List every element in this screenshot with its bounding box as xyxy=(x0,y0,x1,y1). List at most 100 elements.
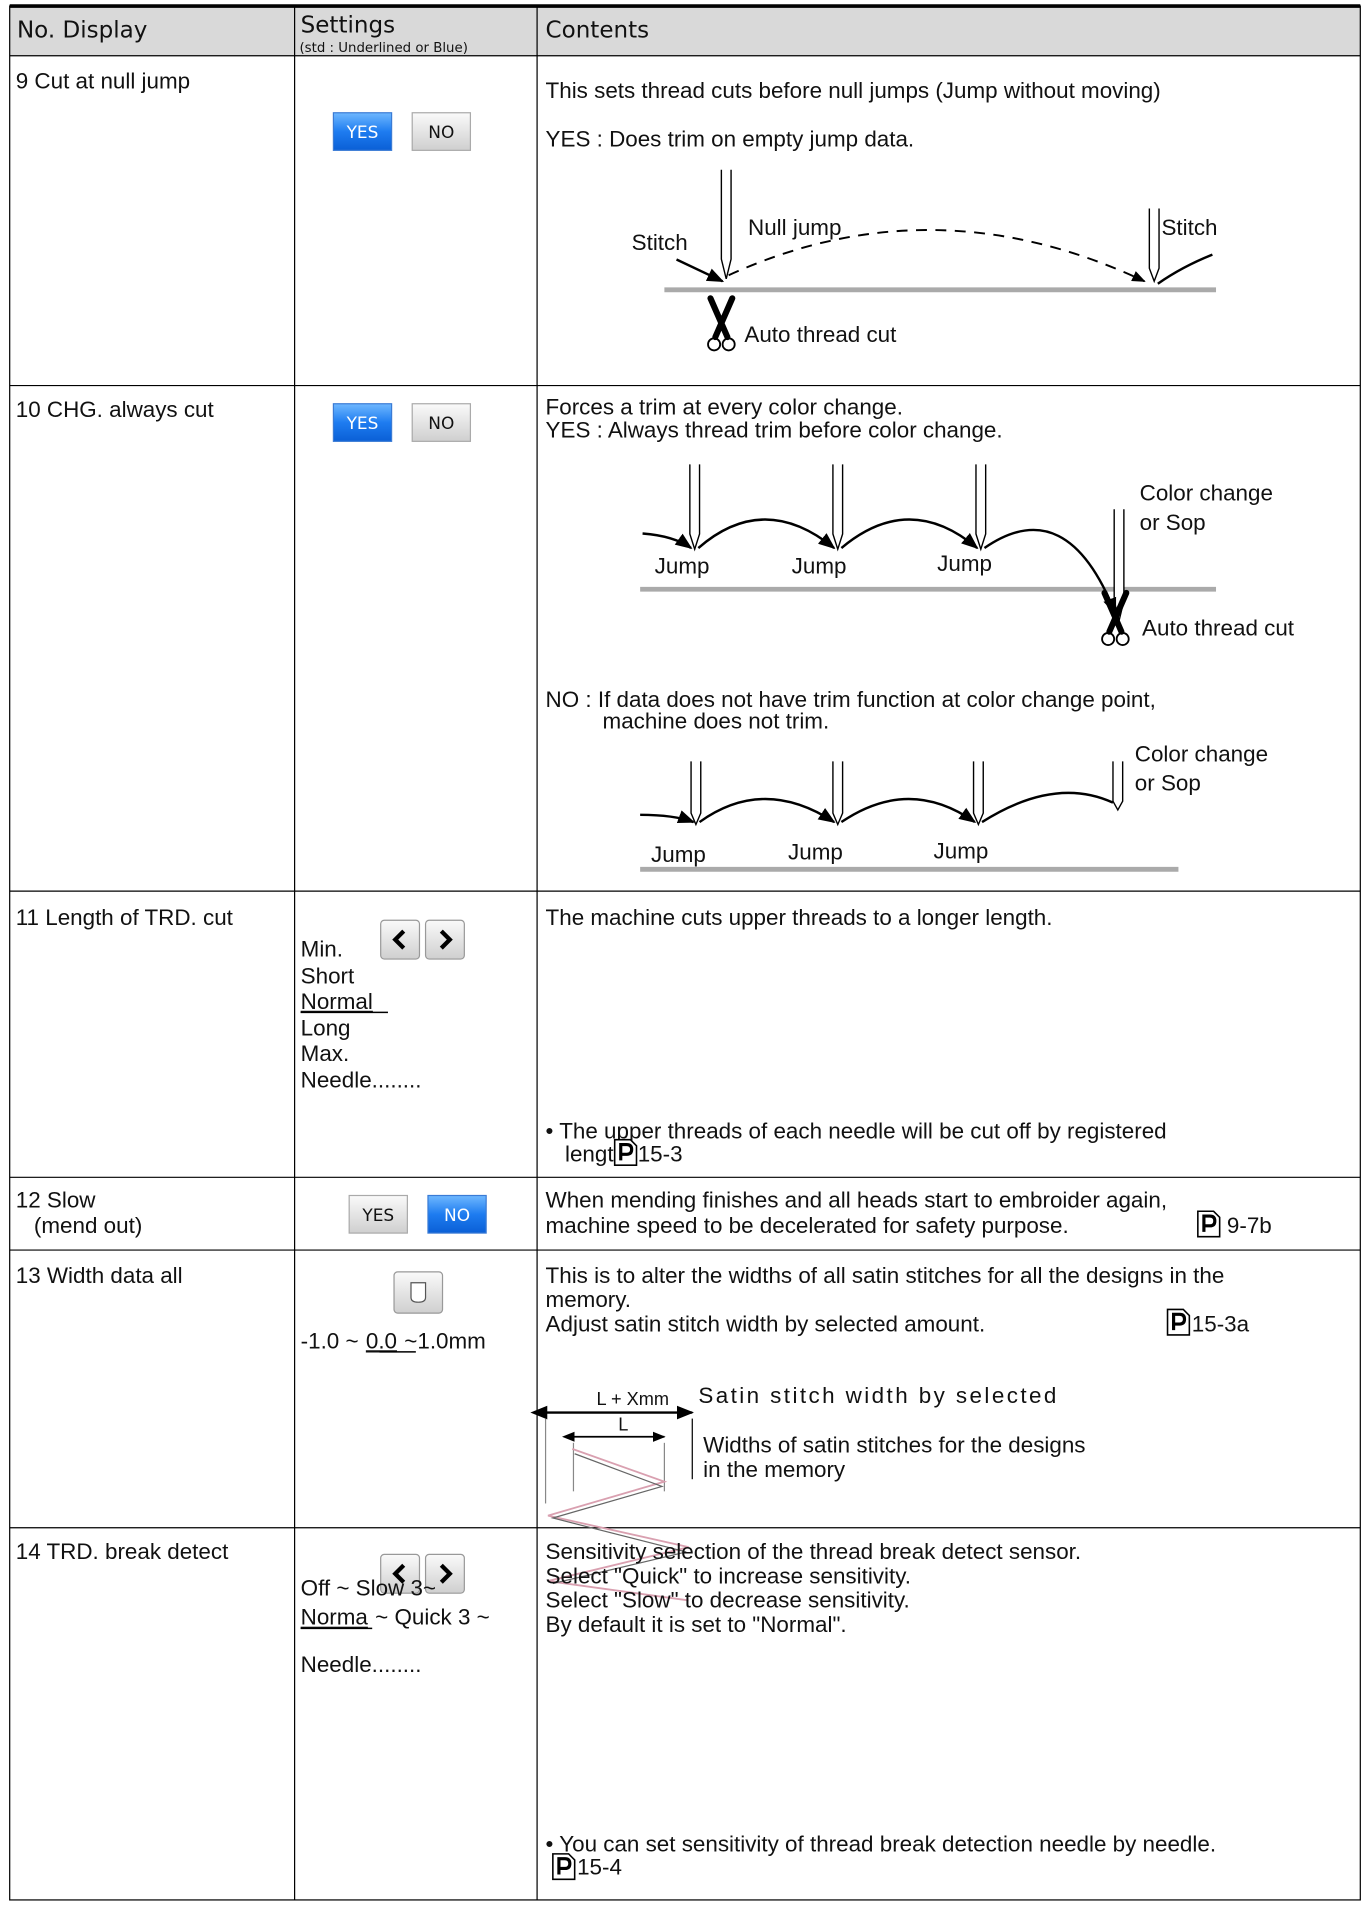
note-line: • You can set sensitivity of thread brea… xyxy=(546,1831,1217,1856)
diagram-label: Color change xyxy=(1140,481,1273,506)
graphic xyxy=(975,463,987,551)
graphic xyxy=(832,760,844,826)
button-label: NO xyxy=(428,123,454,143)
button-selected xyxy=(427,1194,487,1234)
content-line: machine speed to be decelerated for safe… xyxy=(546,1213,1069,1238)
row-name: 9 Cut at null jump xyxy=(16,69,190,94)
graphic xyxy=(642,532,693,550)
diagram-label: or Sop xyxy=(1135,771,1201,796)
graphic xyxy=(972,760,985,826)
content-line: This sets thread cuts before null jumps … xyxy=(546,78,1161,103)
graphic xyxy=(1112,760,1124,811)
row-name: 14 TRD. break detect xyxy=(16,1539,229,1564)
row-name: 11 Length of TRD. cut xyxy=(16,905,234,930)
page-icon xyxy=(1165,1307,1191,1337)
graphic xyxy=(720,168,732,280)
diagram-label: Jump xyxy=(934,838,989,863)
content-line: YES : Always thread trim before color ch… xyxy=(546,418,1003,443)
button-label: NO xyxy=(444,1206,470,1226)
diagram-label: Jump xyxy=(937,551,992,576)
page-icon xyxy=(551,1852,577,1881)
header-bg xyxy=(9,6,1361,56)
option: Needle........ xyxy=(301,1068,422,1093)
row-name: 10 CHG. always cut xyxy=(16,397,215,422)
option: Norma ~ Quick 3 ~ xyxy=(301,1605,490,1630)
content-line: The machine cuts upper threads to a long… xyxy=(546,905,1053,930)
graphic xyxy=(697,518,836,550)
button xyxy=(411,403,472,442)
graphic xyxy=(698,797,836,824)
diagram-label: L xyxy=(618,1415,628,1435)
page-ref: 15-3 xyxy=(638,1142,683,1167)
graphic xyxy=(689,463,701,551)
content-line: YES : Does trim on empty jump data. xyxy=(546,127,915,152)
button-selected xyxy=(332,112,393,151)
page-ref: 9-7b xyxy=(1227,1213,1272,1238)
color-change-diagram xyxy=(640,463,1217,645)
content-line: Forces a trim at every color change. xyxy=(546,395,903,420)
content-line: Sensitivity selection of the thread brea… xyxy=(546,1539,1082,1564)
content-line: machine does not trim. xyxy=(603,709,830,734)
text-span: Norma xyxy=(301,1605,369,1630)
button-label: NO xyxy=(428,414,454,434)
header-contents: Contents xyxy=(546,18,650,44)
row-name: 12 Slow xyxy=(16,1188,97,1213)
diagram-label: Widths of satin stitches for the designs xyxy=(703,1433,1085,1458)
page-ref: 15-4 xyxy=(577,1854,622,1879)
button-label: YES xyxy=(361,1206,394,1226)
button xyxy=(411,112,472,151)
option: Off ~ Slow 3~ xyxy=(301,1576,436,1601)
header-settings: Settings xyxy=(301,13,395,39)
text-span: ~1.0mm xyxy=(404,1328,486,1353)
button-icon xyxy=(410,1282,427,1303)
header-note: (std : Underlined or Blue) xyxy=(299,41,467,56)
diagram-label: or Sop xyxy=(1140,510,1206,535)
page-icon xyxy=(1196,1209,1222,1239)
diagram-label: Jump xyxy=(788,840,843,865)
diagram-label: Stitch xyxy=(632,230,688,255)
row-name: (mend out) xyxy=(34,1213,142,1238)
option: Needle........ xyxy=(301,1652,422,1677)
graphic xyxy=(983,528,1117,616)
graphic xyxy=(840,797,977,824)
text-span: 0.0 xyxy=(366,1328,397,1353)
button-label: YES xyxy=(346,123,379,143)
diagram-label: Jump xyxy=(651,842,706,867)
diagram-label: Jump xyxy=(655,553,710,578)
button-selected xyxy=(332,403,393,442)
page-icon xyxy=(613,1138,639,1167)
graphic xyxy=(832,463,844,551)
option: Min. xyxy=(301,937,343,962)
diagram-label: Auto thread cut xyxy=(1142,615,1295,640)
graphic xyxy=(550,1453,687,1585)
row-name: 13 Width data all xyxy=(16,1263,183,1288)
grid xyxy=(9,5,1361,1901)
content-line: NO : If data does not have trim function… xyxy=(546,687,1156,712)
button xyxy=(348,1194,408,1234)
page-ref: 15-3a xyxy=(1192,1311,1250,1336)
graphic xyxy=(840,518,979,550)
button-label: YES xyxy=(346,414,379,434)
note-line: • The upper threads of each needle will … xyxy=(546,1119,1167,1144)
diagram-label: Jump xyxy=(792,553,847,578)
text-span: -1.0 ~ xyxy=(301,1328,359,1353)
graphic xyxy=(728,229,1146,283)
diagram-label: Auto thread cut xyxy=(744,322,897,347)
content-line: This is to alter the widths of all satin… xyxy=(546,1263,1225,1288)
graphic xyxy=(981,791,1114,824)
diagram-label: Satin stitch width by selected xyxy=(698,1383,1058,1408)
diagram-label: Stitch xyxy=(1161,215,1217,240)
graphic xyxy=(708,298,735,350)
graphic xyxy=(9,5,1361,1901)
no-trim-diagram xyxy=(640,760,1179,872)
content-line: Adjust satin stitch width by selected am… xyxy=(546,1311,986,1336)
graphic xyxy=(1148,207,1160,283)
graphic xyxy=(547,1448,689,1602)
graphic xyxy=(675,258,725,283)
option: Max. xyxy=(301,1041,350,1066)
arrow-buttons xyxy=(381,920,465,959)
option: Short xyxy=(301,963,355,988)
content-line: When mending finishes and all heads star… xyxy=(546,1188,1167,1213)
diagram-label: Null jump xyxy=(748,215,841,240)
content-line: By default it is set to "Normal". xyxy=(546,1612,847,1637)
